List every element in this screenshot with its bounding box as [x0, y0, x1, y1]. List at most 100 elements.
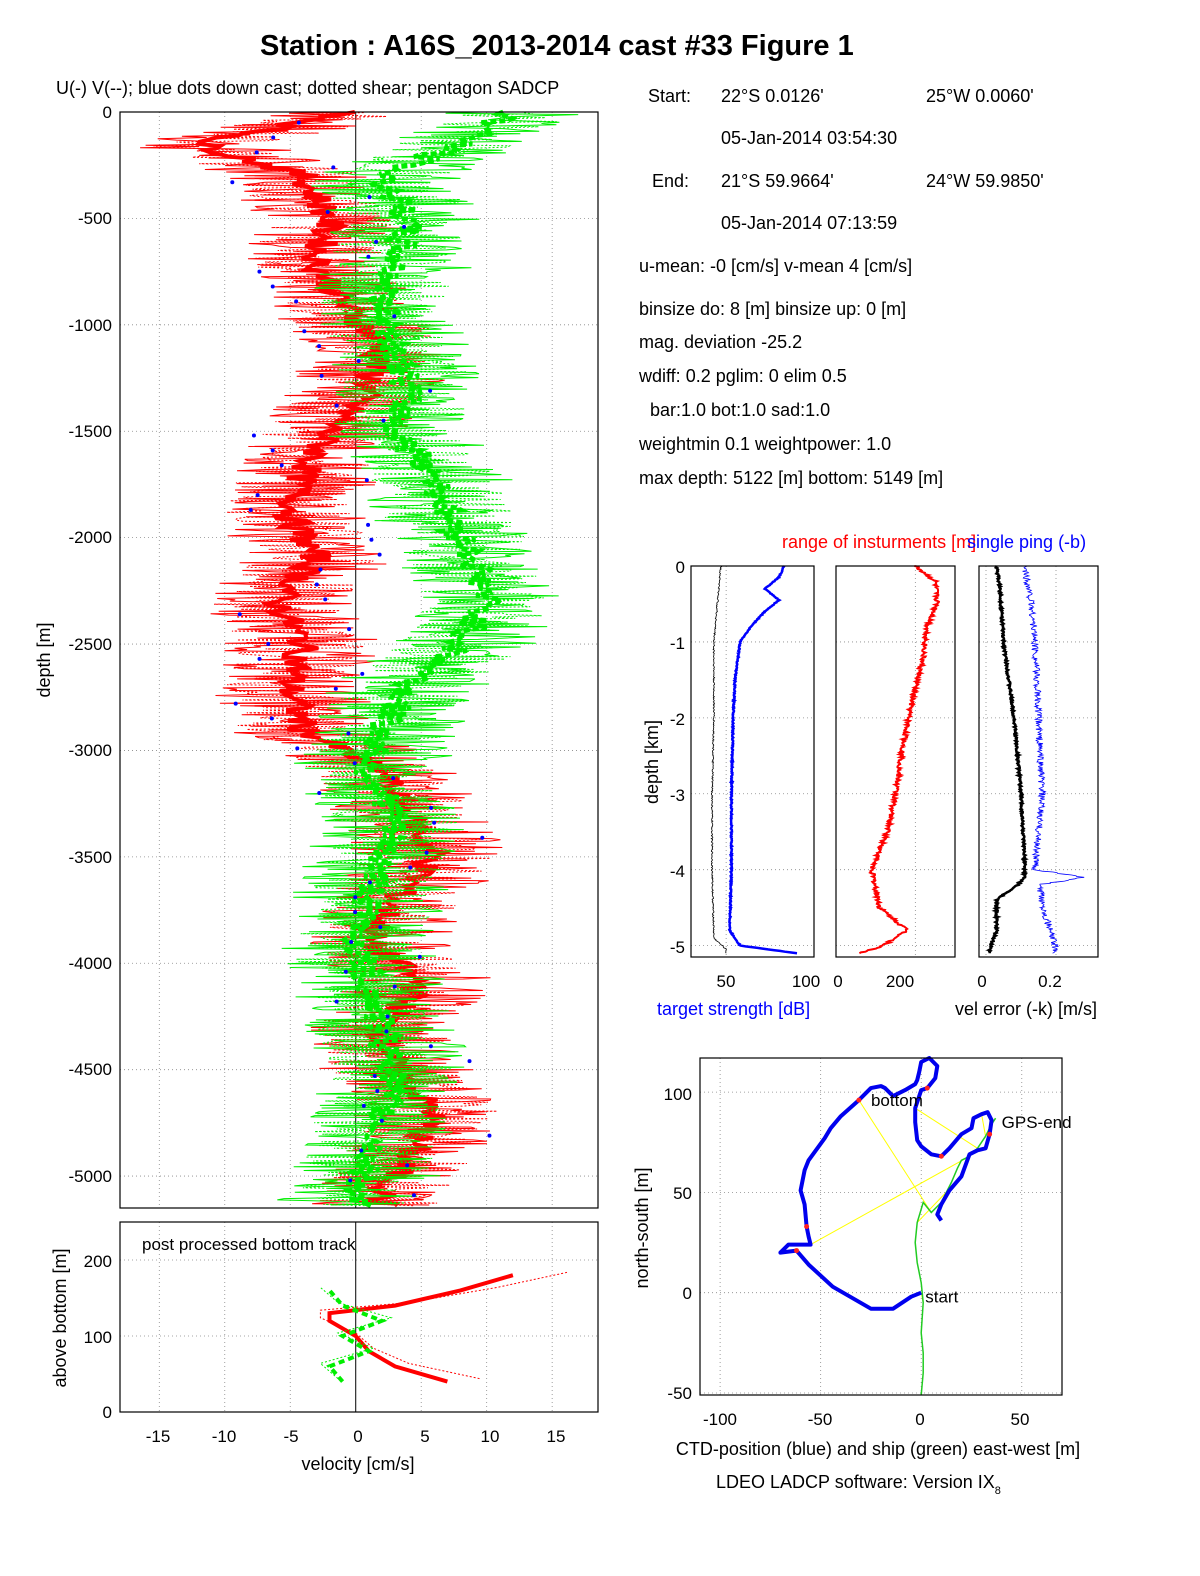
pos-ylabel: north-south [m]: [632, 1167, 652, 1288]
vel-xtick-m10: -10: [212, 1427, 237, 1446]
downcast-dot: [233, 701, 238, 706]
main-ytick-4000: -4000: [69, 954, 112, 973]
label-start: start: [925, 1288, 958, 1307]
v-profile: [337, 109, 519, 1209]
downcast-dot: [467, 1059, 472, 1064]
end-label: End:: [652, 171, 690, 191]
downcast-dot: [348, 1178, 353, 1183]
downcast-dot: [248, 507, 253, 512]
bt-u-shear: [319, 1271, 569, 1380]
downcast-dot: [379, 1118, 384, 1123]
ts-xtick-50: 50: [717, 972, 736, 991]
pos-xtick-0: 0: [915, 1410, 924, 1429]
downcast-dot: [343, 969, 348, 974]
ts-ytick-4: -4: [670, 862, 685, 881]
bt-ytick-100: 100: [84, 1328, 112, 1347]
mag-deviation: mag. deviation -25.2: [639, 332, 803, 352]
downcast-dot: [384, 1029, 389, 1034]
downcast-dot: [385, 1014, 390, 1019]
start-time: 05-Jan-2014 03:54:30: [721, 128, 898, 148]
vel-xtick-m5: -5: [283, 1427, 298, 1446]
ts-ytick-1: -1: [670, 634, 685, 653]
downcast-dot: [271, 135, 276, 140]
main-ytick-4500: -4500: [69, 1060, 112, 1079]
downcast-dot: [255, 493, 260, 498]
main-ytick-2000: -2000: [69, 528, 112, 547]
err-series-0: [985, 565, 1029, 954]
vel-xtick-10: 10: [481, 1427, 500, 1446]
downcast-dot: [346, 731, 351, 736]
downcast-dot: [405, 1163, 410, 1168]
ctd-marker: [938, 1153, 944, 1159]
downcast-dot: [375, 1088, 380, 1093]
downcast-dot: [353, 895, 358, 900]
ts-series-0: [727, 565, 798, 955]
start-label: Start:: [648, 86, 692, 106]
downcast-dot: [230, 180, 235, 185]
downcast-dot: [367, 880, 372, 885]
downcast-dot: [367, 195, 372, 200]
pos-ytick-0: 0: [683, 1284, 692, 1303]
bt-title: post processed bottom track: [142, 1235, 356, 1254]
err-xtick-02: 0.2: [1038, 972, 1062, 991]
ctd-track: [778, 1056, 994, 1311]
pos-xlabel: CTD-position (blue) and ship (green) eas…: [676, 1439, 1080, 1459]
downcast-dot: [378, 925, 383, 930]
downcast-dot: [408, 865, 413, 870]
ts-ytick-3: -3: [670, 786, 685, 805]
pos-link-3: [914, 1107, 978, 1149]
main-ytick-1500: -1500: [69, 422, 112, 441]
pos-ytick-100: 100: [664, 1085, 692, 1104]
range-xtick-200: 200: [886, 972, 914, 991]
downcast-dot: [334, 403, 339, 408]
downcast-dot: [428, 1044, 433, 1049]
main-ytick-1000: -1000: [69, 316, 112, 335]
downcast-dot: [237, 612, 242, 617]
downcast-dot: [369, 537, 374, 542]
downcast-dot: [279, 463, 284, 468]
main-ytick-2500: -2500: [69, 635, 112, 654]
bt-v-shear: [319, 1287, 393, 1379]
ctd-marker: [856, 1097, 862, 1103]
downcast-dot: [317, 791, 322, 796]
downcast-dot: [334, 999, 339, 1004]
ts-series-1: [710, 565, 727, 954]
figure-title: Station : A16S_2013-2014 cast #33 Figure…: [260, 30, 854, 62]
bt-u-profile: [327, 1273, 514, 1384]
main-ytick-5000: -5000: [69, 1167, 112, 1186]
main-ytick-3500: -3500: [69, 848, 112, 867]
range-series-0: [858, 565, 941, 955]
downcast-dot: [333, 686, 338, 691]
range-xtick-0: 0: [833, 972, 842, 991]
ctd-marker: [804, 1224, 810, 1229]
vel-xtick-5: 5: [420, 1427, 429, 1446]
downcast-dot: [257, 656, 262, 661]
downcast-dot: [318, 567, 323, 572]
pos-ytick-50: 50: [673, 1184, 692, 1203]
downcast-dot: [257, 269, 262, 274]
end-time: 05-Jan-2014 07:13:59: [721, 213, 898, 233]
downcast-dot: [428, 388, 433, 393]
downcast-dot: [319, 373, 324, 378]
vel-xtick-m15: -15: [146, 1427, 171, 1446]
weights-bar: bar:1.0 bot:1.0 sad:1.0: [650, 400, 831, 420]
pos-ytick-m50: -50: [667, 1384, 692, 1403]
wdiff: wdiff: 0.2 pglim: 0 elim 0.5: [639, 366, 847, 386]
downcast-dot: [391, 776, 396, 781]
downcast-dot: [429, 805, 434, 810]
downcast-dot: [302, 329, 307, 334]
ts-ylabel: depth [km]: [642, 720, 662, 804]
plot-layer: bottom GPS-end start: [120, 109, 1098, 1412]
err-xlabel: vel error (-k) [m/s]: [955, 999, 1097, 1019]
pos-link-2: [858, 1099, 932, 1213]
legend-caption: U(-) V(--); blue dots down cast; dotted …: [56, 78, 560, 98]
downcast-dot: [381, 418, 386, 423]
start-lat: 22°S 0.0126': [721, 86, 824, 106]
downcast-dot: [392, 984, 397, 989]
downcast-dot: [270, 284, 275, 289]
binsize: binsize do: 8 [m] binsize up: 0 [m]: [639, 299, 907, 319]
bt-v-profile: [326, 1289, 388, 1383]
downcast-dot: [266, 642, 271, 647]
vel-xtick-15: 15: [547, 1427, 566, 1446]
